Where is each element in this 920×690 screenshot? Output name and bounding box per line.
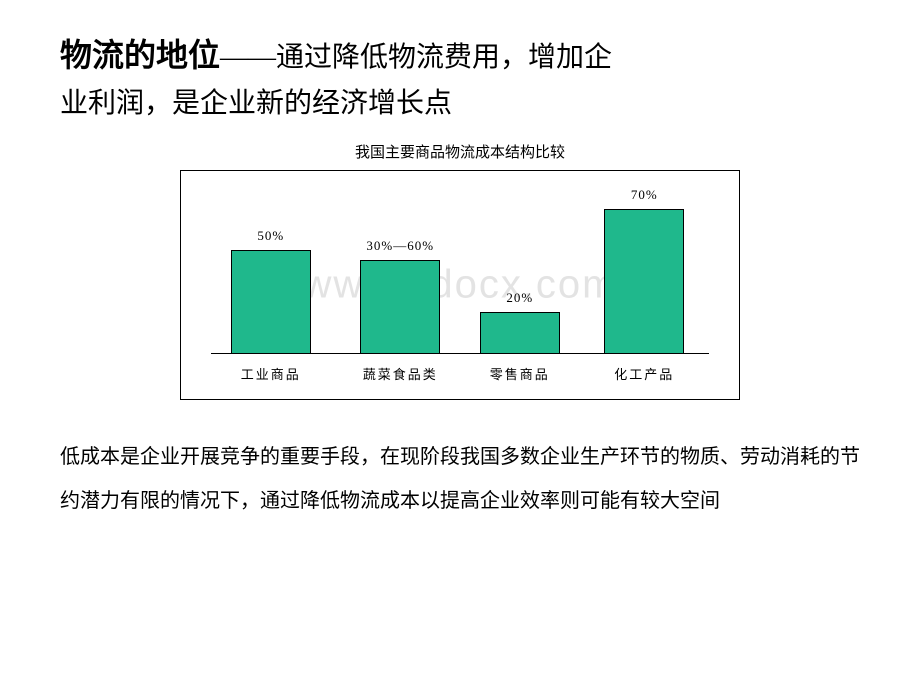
body-paragraph: 低成本是企业开展竞争的重要手段，在现阶段我国多数企业生产环节的物质、劳动消耗的节… [60,435,860,523]
x-axis-label: 化工产品 [614,364,674,383]
bar-group: 20% [480,290,560,353]
bar-value-label: 70% [631,187,658,203]
x-axis-label: 零售商品 [490,364,550,383]
bar [231,250,311,353]
title-bold: 物流的地位 [60,37,220,73]
bar-value-label: 50% [257,228,284,244]
bar [360,260,440,353]
x-axis-labels: 工业商品 蔬菜食品类 零售商品 化工产品 [211,364,709,384]
chart-title: 我国主要商品物流成本结构比较 [60,141,860,162]
page-title-section: 物流的地位——通过降低物流费用，增加企 业利润，是企业新的经济增长点 [60,30,860,121]
bar [480,312,560,353]
title-line2: 业利润，是企业新的经济增长点 [60,81,860,121]
bar-value-label: 30%—60% [366,238,434,254]
x-axis-label: 工业商品 [241,364,301,383]
title-dash: —— [220,42,276,73]
bar-chart: www.bdocx.com 50%30%—60%20%70% 工业商品蔬菜食品类… [180,170,740,400]
bar-group: 30%—60% [360,238,440,353]
title-line1: 物流的地位——通过降低物流费用，增加企 [60,30,860,76]
title-normal: 通过降低物流费用，增加企 [276,42,612,73]
chart-plot-area: 50%30%—60%20%70% [211,191,709,354]
bar-value-label: 20% [506,290,533,306]
x-axis-label: 蔬菜食品类 [363,364,438,383]
bar-group: 50% [231,228,311,353]
bar [604,209,684,353]
bar-group: 70% [604,187,684,353]
